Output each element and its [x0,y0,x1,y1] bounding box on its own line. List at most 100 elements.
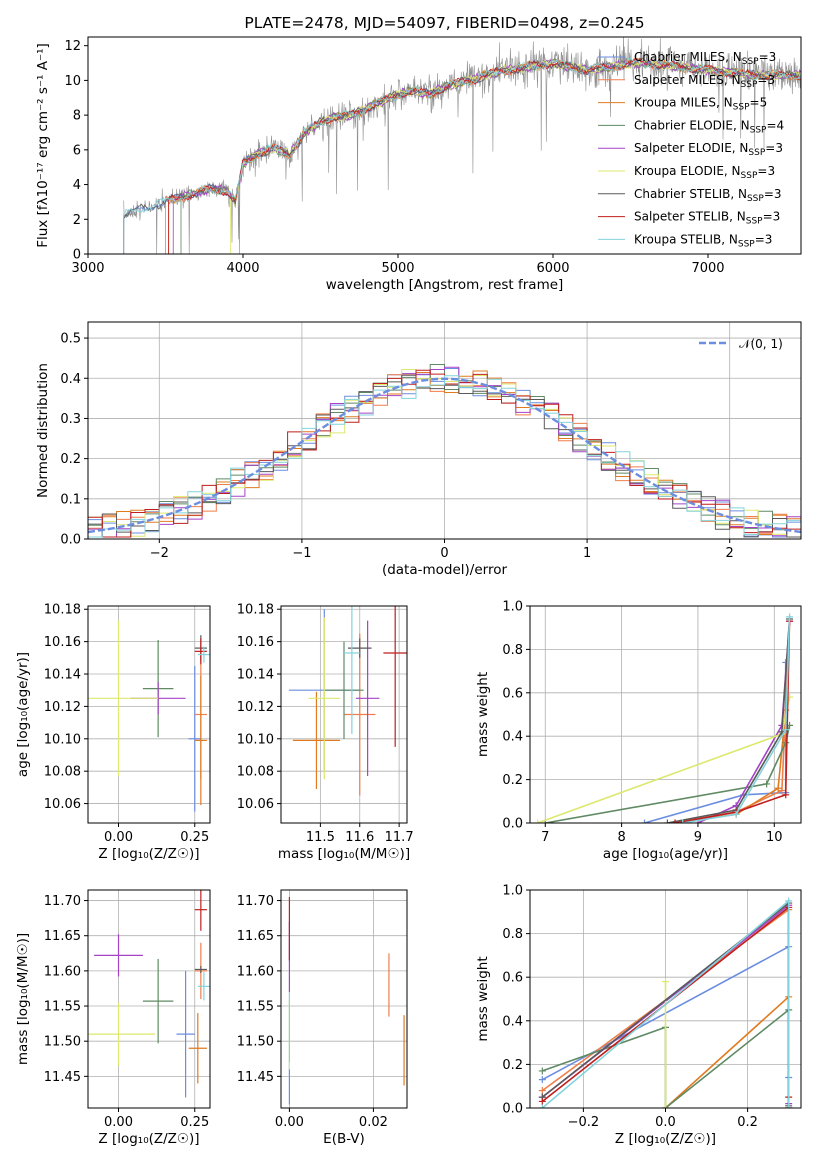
y-tick-label: 0.6 [502,686,523,701]
panel-spectrum: 3000 4000 5000 6000 7000 0 2 4 6 8 10 12 wavelength … [35,14,802,293]
panel-residuals: −2 −1 0 1 2 0.0 0.1 0.2 0.3 0.4 0.5 (data-model)/er… [35,321,802,578]
y-tick-label: 11.70 [44,894,81,909]
y-tick-label: 10.18 [237,603,274,618]
x-tick-label: 0.00 [104,1115,133,1130]
histogram-series [88,375,801,538]
x-axis-label: (data-model)/error [382,562,508,578]
axes-frame [87,605,211,824]
legend-text: =3 [764,187,782,201]
panel-age_vs_Z: 0.00 0.25 10.06 10.08 10.10 10.12 10.14 10.16 10… [15,603,211,862]
axes-frame [280,605,408,824]
legend-entry: 𝒩(0, 1) [739,337,783,351]
legend-entry: Chabrier MILES, NSSP=3 [634,50,776,67]
y-tick-label: 11.55 [237,1000,274,1015]
y-tick-label: 10.08 [237,765,274,780]
axes-frame [529,889,802,1109]
x-axis-label: age [log₁₀(age/yr)] [603,846,728,862]
legend-text: =3 [757,164,775,178]
grid [281,890,407,1108]
y-axis-label: mass weight [475,956,491,1041]
y-tick-label: 11.65 [44,929,81,944]
panel-age_vs_mass: 11.5 11.6 11.7 10.06 10.08 10.10 10.12 10.14 10.… [237,603,414,862]
x-tick-label: 0.25 [180,830,209,845]
model-spectrum-line [168,57,801,254]
legend-text: Salpeter MILES, N [634,73,741,87]
y-axis-label: Flux [fλ10⁻¹⁷ erg cm⁻² s⁻¹ A⁻¹] [35,43,51,248]
weight-marker [679,819,687,823]
legend-text: =3 [759,50,777,64]
y-tick-label: 0.4 [60,372,81,387]
legend-text: Kroupa MILES, N [634,96,733,110]
legend-text: Kroupa ELODIE, N [634,164,741,178]
y-tick-label: 10.06 [44,797,81,812]
y-tick-label: 11.50 [44,1035,81,1050]
legend-sub: SSP [748,148,765,158]
legend-sub: SSP [746,217,763,227]
plot-area [88,890,210,1098]
y-tick-label: 10.12 [237,700,274,715]
legend-text: =4 [766,118,784,132]
histogram-series [88,374,801,538]
model-spectrum-line [230,58,801,254]
x-tick-label: 2 [726,546,734,561]
weight-line [664,995,790,1108]
grid [88,606,210,823]
y-tick-label: 10.14 [237,668,274,683]
y-axis-label: mass [log₁₀(M/M☉)] [15,933,31,1065]
axes-frame [280,889,408,1109]
weight-line [545,725,791,823]
weight-marker [641,819,649,823]
y-tick-label: 10 [64,74,81,89]
legend-text: =5 [750,96,768,110]
legend-sub: SSP [742,57,759,67]
axes-frame [87,889,211,1109]
weight-marker [534,819,542,823]
x-axis-label: mass [log₁₀(M/M☉)] [278,846,410,862]
y-tick-label: 10.12 [44,700,81,715]
plot-area [534,613,794,823]
weight-marker [778,786,786,794]
x-tick-label: 7000 [691,261,724,276]
x-tick-label: 0.02 [359,1115,388,1130]
y-tick-label: 11.70 [237,894,274,909]
y-tick-label: 11.45 [237,1070,274,1085]
weight-marker [782,739,790,747]
y-tick-label: 0.2 [60,452,81,467]
x-tick-label: 10 [766,830,783,845]
legend-text: =3 [763,210,781,224]
legend-text: Chabrier MILES, N [634,50,742,64]
y-tick-label: 11.55 [44,1000,81,1015]
panel-weight_vs_age: 7 8 9 10 0.0 0.2 0.4 0.6 0.8 1.0 age [log₁₀(age/yr… [475,600,802,862]
y-tick-label: 0.5 [60,332,81,347]
model-spectrum-line [123,57,801,254]
weight-marker [774,784,782,792]
x-tick-label: 1 [583,546,591,561]
plot-area [88,364,801,538]
legend-text: =3 [765,141,783,155]
legend-sub: SSP [738,239,755,249]
y-axis-label: mass weight [475,672,491,757]
model-spectrum-line [172,58,801,254]
x-tick-label: 0.00 [275,1115,304,1130]
y-tick-label: 0.6 [502,971,523,986]
weight-marker [782,791,790,799]
x-tick-label: 7 [541,830,549,845]
axes-frame [87,321,802,540]
legend-sub: SSP [750,125,767,135]
x-tick-label: 6000 [536,261,569,276]
histogram-series [88,366,801,538]
panel-mass_vs_EBV: 0.00 0.02 11.45 11.50 11.55 11.60 11.65 11.70 E(… [237,889,408,1147]
y-tick-label: 0.8 [502,643,523,658]
weight-marker [538,1104,546,1108]
y-tick-label: 11.50 [237,1035,274,1050]
y-tick-label: 10.14 [44,668,81,683]
legend-sub: SSP [741,171,758,181]
y-tick-label: 11.45 [44,1070,81,1085]
y-tick-label: 10.18 [44,603,81,618]
legend-entry: Chabrier ELODIE, NSSP=4 [634,118,784,135]
weight-marker [671,819,679,823]
legend-sub: SSP [741,80,758,90]
legend-entry: Salpeter ELODIE, NSSP=3 [634,141,783,158]
